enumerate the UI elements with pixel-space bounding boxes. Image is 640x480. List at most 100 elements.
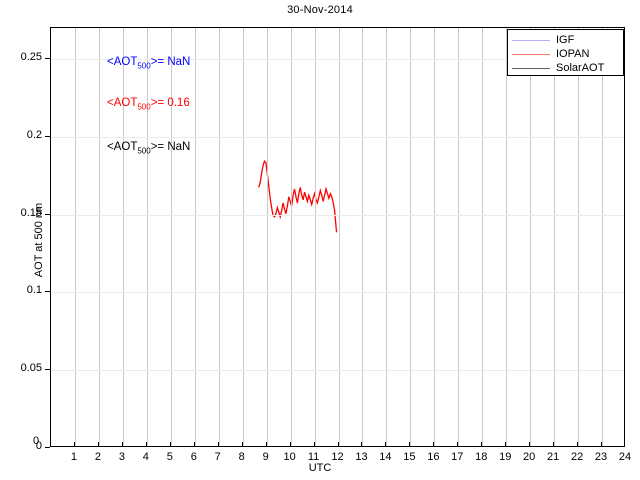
x-tick-mark (241, 442, 243, 447)
annotation-igf: <AOT500>= NaN (107, 56, 190, 70)
legend-color-swatch-solaraot (512, 67, 550, 69)
x-gridline (170, 28, 172, 446)
y-gridline (51, 370, 624, 372)
x-tick-mark (265, 442, 267, 447)
annotation-iopan: <AOT500>= 0.16 (107, 97, 190, 111)
x-tick-label: 10 (283, 451, 296, 463)
x-tick-label: 8 (238, 451, 245, 463)
x-tick-label: 17 (451, 451, 464, 463)
y-tick-label: 0.2 (26, 128, 42, 141)
x-tick-mark (337, 442, 339, 447)
x-tick-mark (289, 442, 291, 447)
legend-item: IOPAN (512, 47, 619, 61)
x-gridline (74, 28, 76, 446)
legend-color-swatch-iopan (512, 53, 550, 55)
x-tick-mark (409, 442, 411, 447)
y-gridline (51, 136, 624, 138)
annotation-igf-text: <AOT500>= NaN (107, 56, 191, 71)
x-tick-label: 16 (427, 451, 440, 463)
x-gridline (242, 28, 244, 446)
x-tick-label: 5 (166, 451, 173, 463)
legend-label-iopan: IOPAN (556, 47, 590, 60)
legend-item: SolarAOT (512, 61, 619, 75)
y-tick-mark (45, 213, 50, 215)
x-tick-label: 22 (570, 451, 584, 463)
y-tick-label: 0.15 (20, 206, 42, 219)
x-tick-mark (73, 442, 75, 447)
x-tick-mark (433, 442, 435, 447)
y-tick-mark (45, 447, 50, 448)
x-tick-mark (529, 442, 531, 447)
x-tick-label: 3 (118, 451, 125, 463)
x-gridline (146, 28, 148, 446)
y-gridline (51, 214, 624, 216)
y-gridline (51, 59, 624, 61)
y-gridline (51, 292, 624, 294)
x-gridline (338, 28, 340, 446)
x-tick-label: 23 (594, 451, 608, 463)
x-gridline (458, 28, 460, 446)
x-gridline (434, 28, 436, 446)
y-tick-mark (45, 135, 50, 137)
x-tick-mark (97, 442, 99, 447)
x-gridline (266, 28, 268, 446)
series-line-iopan (258, 159, 338, 233)
x-tick-mark (169, 442, 171, 447)
legend-color-swatch-igf (512, 39, 550, 41)
x-gridline (362, 28, 364, 446)
x-tick-mark (361, 442, 363, 447)
x-gridline (578, 28, 580, 446)
y-tick-mark (45, 291, 50, 293)
x-gridline (482, 28, 484, 446)
x-tick-label: 12 (331, 451, 344, 463)
annotation-solaraot-text: <AOT500>= NaN (107, 141, 191, 156)
legend-label-solaraot: SolarAOT (556, 61, 605, 74)
x-tick-mark (601, 442, 603, 447)
legend: IGF IOPAN SolarAOT (507, 29, 624, 76)
x-tick-label: 2 (94, 451, 101, 463)
x-axis-title: UTC (308, 462, 332, 474)
annotation-iopan-text: <AOT500>= 0.16 (107, 97, 190, 112)
x-gridline (314, 28, 316, 446)
x-tick-label: 9 (262, 451, 269, 463)
plot-area (50, 27, 625, 447)
x-tick-label: 24 (618, 451, 632, 463)
y-tick-label: 0.25 (20, 51, 42, 64)
x-tick-label: 0 (32, 435, 40, 447)
x-tick-label: 21 (547, 451, 560, 463)
chart-title: 30-Nov-2014 (287, 4, 353, 16)
x-gridline (122, 28, 124, 446)
x-tick-mark (553, 442, 555, 447)
legend-label-igf: IGF (556, 33, 575, 46)
x-tick-label: 15 (403, 451, 416, 463)
x-tick-label: 6 (190, 451, 197, 463)
data-series-layer (258, 159, 338, 233)
x-tick-label: 7 (214, 451, 221, 463)
x-tick-mark (481, 442, 483, 447)
x-tick-label: 13 (355, 451, 368, 463)
x-gridline (218, 28, 220, 446)
y-tick-label: 0.05 (20, 362, 42, 375)
x-gridline (602, 28, 604, 446)
x-tick-label: 20 (523, 451, 536, 463)
x-gridline (506, 28, 508, 446)
y-tick-label: 0 (35, 440, 42, 452)
x-tick-mark (385, 442, 387, 447)
x-gridline (290, 28, 292, 446)
x-tick-label: 14 (379, 451, 392, 463)
x-tick-mark (577, 442, 579, 447)
x-tick-label: 1 (70, 451, 78, 463)
x-gridline (554, 28, 556, 446)
x-tick-mark (145, 442, 147, 447)
x-gridline (386, 28, 388, 446)
y-tick-mark (45, 369, 50, 371)
y-tick-label: 0.1 (26, 284, 42, 297)
x-gridline (410, 28, 412, 446)
x-gridline (194, 28, 196, 446)
x-tick-label: 11 (307, 451, 320, 463)
x-tick-mark (121, 442, 123, 447)
x-tick-mark (217, 442, 219, 447)
legend-item: IGF (512, 33, 619, 47)
x-gridline (530, 28, 532, 446)
